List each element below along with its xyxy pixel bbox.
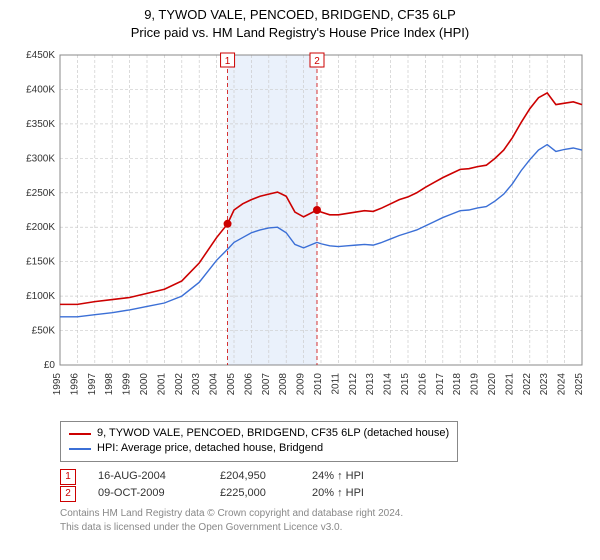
svg-text:1997: 1997: [87, 373, 98, 396]
svg-text:£50K: £50K: [32, 326, 56, 337]
svg-text:£150K: £150K: [26, 257, 55, 268]
chart: £0 £50K £100K £150K £200K £250K £300K £350K £400…: [12, 45, 588, 415]
legend-swatch: [69, 448, 91, 450]
attribution-line2: This data is licensed under the Open Gov…: [60, 521, 588, 535]
svg-text:2010: 2010: [313, 373, 324, 396]
attribution-line1: Contains HM Land Registry data © Crown c…: [60, 507, 588, 521]
attribution: Contains HM Land Registry data © Crown c…: [60, 507, 588, 534]
svg-text:2019: 2019: [470, 373, 481, 396]
legend-row: HPI: Average price, detached house, Brid…: [69, 441, 449, 456]
sale-date: 16-AUG-2004: [98, 468, 198, 486]
legend-label: 9, TYWOD VALE, PENCOED, BRIDGEND, CF35 6…: [97, 426, 449, 441]
svg-text:2006: 2006: [243, 373, 254, 396]
legend-label: HPI: Average price, detached house, Brid…: [97, 441, 323, 456]
sale-marker-label-1: 1: [225, 56, 231, 67]
sale-row: 1 16-AUG-2004 £204,950 24% ↑ HPI: [60, 468, 588, 486]
sale-date: 09-OCT-2009: [98, 485, 198, 503]
sale-point-1: [224, 220, 232, 228]
title-line2: Price paid vs. HM Land Registry's House …: [12, 24, 588, 42]
svg-text:2020: 2020: [487, 373, 498, 396]
svg-text:£100K: £100K: [26, 291, 55, 302]
svg-text:2003: 2003: [191, 373, 202, 396]
svg-text:£300K: £300K: [26, 153, 55, 164]
svg-text:2024: 2024: [557, 373, 568, 396]
sale-price: £204,950: [220, 468, 290, 486]
svg-text:£0: £0: [44, 360, 56, 371]
svg-text:1998: 1998: [104, 373, 115, 396]
sale-price: £225,000: [220, 485, 290, 503]
svg-text:£400K: £400K: [26, 85, 55, 96]
sale-row: 2 09-OCT-2009 £225,000 20% ↑ HPI: [60, 485, 588, 503]
sale-point-2: [313, 206, 321, 214]
svg-text:2025: 2025: [574, 373, 585, 396]
page: 9, TYWOD VALE, PENCOED, BRIDGEND, CF35 6…: [0, 0, 600, 560]
svg-text:2013: 2013: [365, 373, 376, 396]
svg-text:2007: 2007: [261, 373, 272, 396]
svg-text:£450K: £450K: [26, 50, 55, 61]
svg-text:2016: 2016: [417, 373, 428, 396]
svg-text:2000: 2000: [139, 373, 150, 396]
sale-marker-icon: 1: [60, 469, 76, 485]
sale-delta: 20% ↑ HPI: [312, 485, 364, 503]
sales-table: 1 16-AUG-2004 £204,950 24% ↑ HPI 2 09-OCT-200…: [60, 468, 588, 503]
svg-text:2017: 2017: [435, 373, 446, 396]
title-line1: 9, TYWOD VALE, PENCOED, BRIDGEND, CF35 6…: [12, 6, 588, 24]
svg-text:2012: 2012: [348, 373, 359, 396]
svg-text:2005: 2005: [226, 373, 237, 396]
sale-delta: 24% ↑ HPI: [312, 468, 364, 486]
svg-text:£250K: £250K: [26, 188, 55, 199]
legend-swatch: [69, 433, 91, 435]
svg-text:2015: 2015: [400, 373, 411, 396]
svg-text:2011: 2011: [330, 373, 341, 395]
svg-text:2022: 2022: [522, 373, 533, 396]
svg-text:2002: 2002: [174, 373, 185, 396]
svg-text:1995: 1995: [52, 373, 63, 396]
svg-text:£350K: £350K: [26, 119, 55, 130]
sale-marker-icon: 2: [60, 486, 76, 502]
chart-title: 9, TYWOD VALE, PENCOED, BRIDGEND, CF35 6…: [12, 6, 588, 41]
svg-text:2021: 2021: [504, 373, 515, 396]
svg-text:2009: 2009: [296, 373, 307, 396]
legend: 9, TYWOD VALE, PENCOED, BRIDGEND, CF35 6…: [60, 421, 458, 462]
svg-text:1996: 1996: [69, 373, 80, 396]
svg-text:2001: 2001: [156, 373, 167, 396]
svg-text:2004: 2004: [209, 373, 220, 396]
legend-row: 9, TYWOD VALE, PENCOED, BRIDGEND, CF35 6…: [69, 426, 449, 441]
svg-text:2014: 2014: [383, 373, 394, 396]
svg-text:2008: 2008: [278, 373, 289, 396]
svg-text:2018: 2018: [452, 373, 463, 396]
svg-text:2023: 2023: [539, 373, 550, 396]
svg-text:1999: 1999: [122, 373, 133, 396]
sale-marker-label-2: 2: [314, 56, 320, 67]
svg-text:£200K: £200K: [26, 222, 55, 233]
chart-svg: £0 £50K £100K £150K £200K £250K £300K £350K £400…: [12, 45, 588, 415]
